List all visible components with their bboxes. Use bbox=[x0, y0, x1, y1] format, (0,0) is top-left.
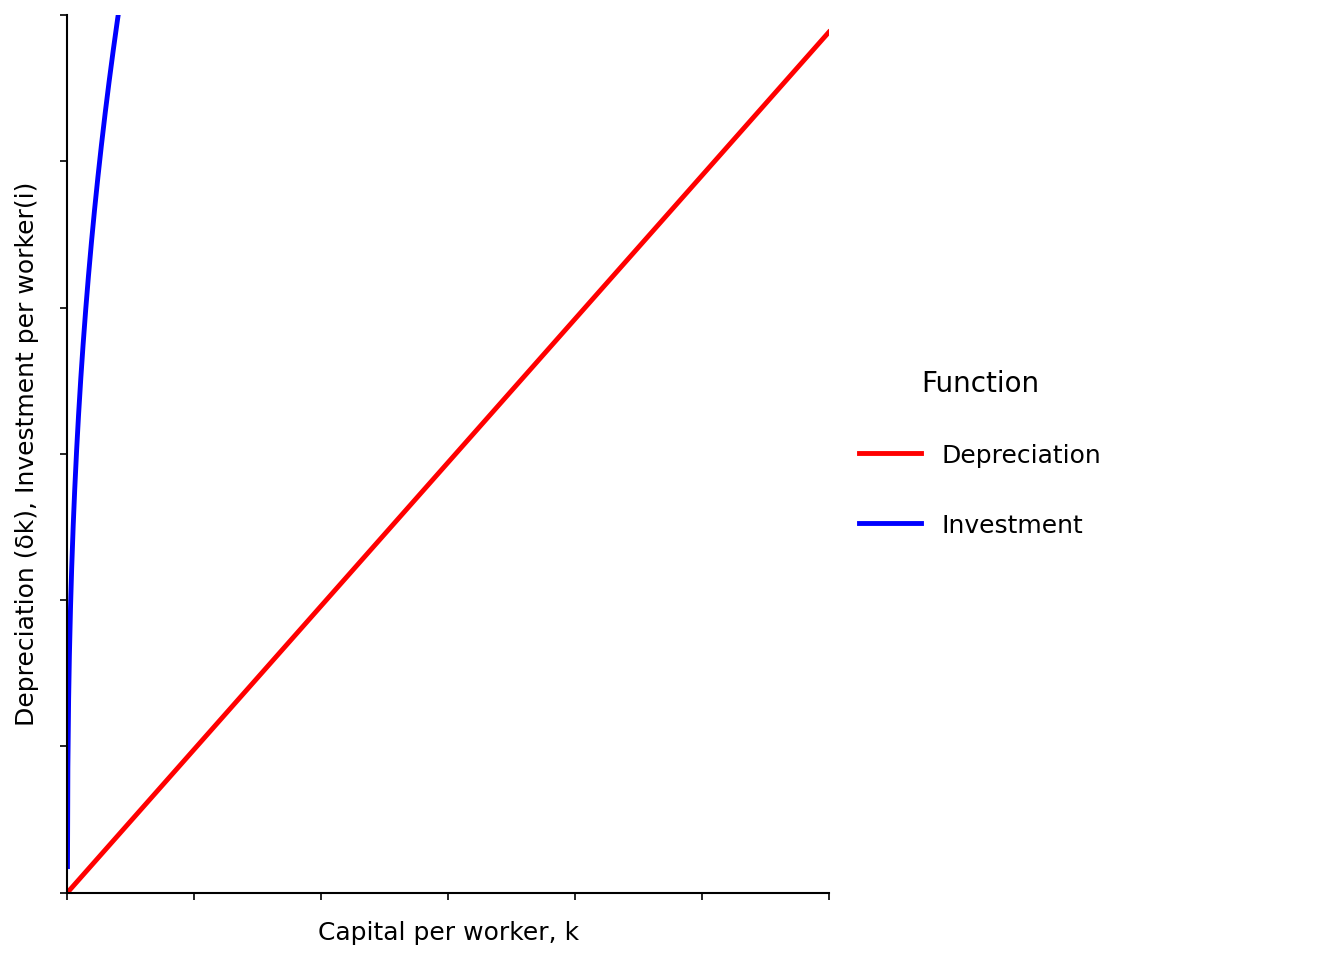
Y-axis label: Depreciation (δk), Investment per worker(i): Depreciation (δk), Investment per worker… bbox=[15, 181, 39, 726]
Depreciation bbox=[98, 843, 114, 854]
Depreciation bbox=[59, 887, 75, 899]
Investment bbox=[98, 98, 114, 109]
Depreciation bbox=[821, 27, 837, 38]
Line: Investment: Investment bbox=[67, 0, 829, 867]
Depreciation bbox=[659, 209, 675, 221]
Depreciation bbox=[430, 468, 446, 480]
Depreciation bbox=[798, 52, 814, 63]
Investment bbox=[59, 861, 75, 873]
Depreciation bbox=[410, 492, 426, 503]
Legend: Depreciation, Investment: Depreciation, Investment bbox=[849, 360, 1111, 547]
Depreciation bbox=[798, 52, 814, 63]
Line: Depreciation: Depreciation bbox=[67, 33, 829, 893]
X-axis label: Capital per worker, k: Capital per worker, k bbox=[317, 921, 579, 945]
